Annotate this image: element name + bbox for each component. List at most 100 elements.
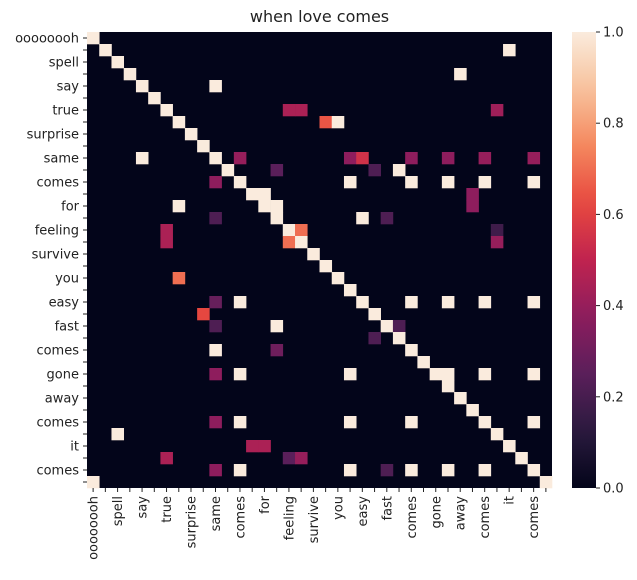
x-tick-label: spell <box>111 496 126 526</box>
heatmap-cell <box>343 152 357 165</box>
x-tick-label: surprise <box>185 496 200 548</box>
heatmap-cell <box>197 308 210 321</box>
heatmap-cell <box>380 464 394 477</box>
y-tick-label: spell <box>49 56 79 71</box>
y-tick-label: gone <box>47 368 79 383</box>
heatmap-cell <box>392 332 406 345</box>
heatmap-cell <box>527 152 541 165</box>
heatmap-cell <box>295 236 308 249</box>
heatmap-cell <box>454 392 467 405</box>
heatmap-cell <box>160 236 173 249</box>
heatmap-cell <box>209 176 222 189</box>
y-tick-label: feeling <box>35 224 79 239</box>
heatmap-cell <box>478 416 492 429</box>
heatmap-cell <box>270 200 284 213</box>
x-tick-label: comes <box>478 496 493 539</box>
heatmap-cell <box>270 164 284 177</box>
y-tick-label: oooooooh <box>15 32 79 47</box>
heatmap-cell <box>405 344 418 357</box>
x-tick-label: away <box>454 496 469 531</box>
heatmap-cell <box>478 176 492 189</box>
heatmap-cell <box>209 368 222 381</box>
heatmap-cell <box>405 464 418 477</box>
x-tick-label: oooooooh <box>87 496 102 560</box>
heatmap-cell <box>282 452 296 465</box>
heatmap-cell <box>490 428 504 441</box>
x-tick-label: fast <box>380 496 395 520</box>
y-tick-label: you <box>55 272 79 287</box>
heatmap-cell <box>233 296 247 309</box>
heatmap-cell <box>478 464 492 477</box>
heatmap-cell <box>527 464 541 477</box>
heatmap-cell <box>87 476 100 489</box>
heatmap-cell <box>160 452 173 465</box>
heatmap-cell <box>368 164 381 177</box>
heatmap-cell <box>368 308 381 321</box>
heatmap-cell <box>392 320 406 333</box>
heatmap-cell <box>270 344 284 357</box>
y-tick-label: survive <box>32 248 79 263</box>
heatmap-cell <box>172 116 186 129</box>
heatmap-cell <box>515 452 528 465</box>
heatmap-cell <box>454 68 467 81</box>
heatmap-cell <box>527 368 541 381</box>
heatmap-cell <box>343 416 357 429</box>
heatmap-cell <box>270 320 284 333</box>
heatmap-cell <box>209 80 222 93</box>
heatmap-cell <box>233 464 247 477</box>
y-tick-label: true <box>52 104 79 119</box>
heatmap-cell <box>441 152 455 165</box>
heatmap-cell <box>466 404 479 417</box>
heatmap-cell <box>233 176 247 189</box>
y-tick-label: for <box>61 200 80 215</box>
heatmap-cell <box>184 128 198 141</box>
heatmap-cell <box>490 236 504 249</box>
heatmap-cell <box>405 152 418 165</box>
y-tick-label: comes <box>36 176 79 191</box>
heatmap-cell <box>111 56 125 69</box>
heatmap-cell <box>466 200 479 213</box>
x-tick-label: true <box>160 496 175 523</box>
heatmap-cell <box>331 272 345 285</box>
x-tick-label: same <box>209 496 224 531</box>
y-tick-label: fast <box>55 320 79 335</box>
colorbar-tick-label: 0.2 <box>603 390 624 405</box>
heatmap-cell <box>380 212 394 225</box>
heatmap-cell <box>295 452 308 465</box>
heatmap-cell <box>503 44 516 57</box>
heatmap-cell <box>356 212 369 225</box>
heatmap-cell <box>233 152 247 165</box>
heatmap-cell <box>209 416 222 429</box>
heatmap-cell <box>282 236 296 249</box>
heatmap-cell <box>123 68 137 81</box>
heatmap-cell <box>441 464 455 477</box>
y-tick-label: it <box>70 440 79 455</box>
heatmap-cell <box>87 32 100 45</box>
heatmap-cell <box>405 176 418 189</box>
heatmap-cell <box>209 344 222 357</box>
heatmap-cell <box>270 212 284 225</box>
heatmap-cell <box>233 416 247 429</box>
heatmap-cell <box>148 92 161 105</box>
heatmap-cell <box>527 296 541 309</box>
x-tick-label: feeling <box>282 496 297 540</box>
colorbar <box>572 32 596 488</box>
heatmap-cell <box>478 296 492 309</box>
x-tick-label: for <box>258 495 273 514</box>
heatmap-cell <box>282 224 296 237</box>
chart-title: when love comes <box>250 7 389 26</box>
heatmap-cell <box>356 296 369 309</box>
heatmap-cell <box>441 296 455 309</box>
heatmap-cell <box>343 368 357 381</box>
heatmap-cell <box>441 176 455 189</box>
heatmap-cell <box>319 260 333 273</box>
y-tick-label: away <box>45 392 80 407</box>
y-tick-label: same <box>44 152 79 167</box>
heatmap-cell <box>417 356 430 369</box>
heatmap-cell <box>490 104 504 117</box>
heatmap-cell <box>172 200 186 213</box>
heatmap-cell <box>405 416 418 429</box>
heatmap-cell <box>221 164 235 177</box>
